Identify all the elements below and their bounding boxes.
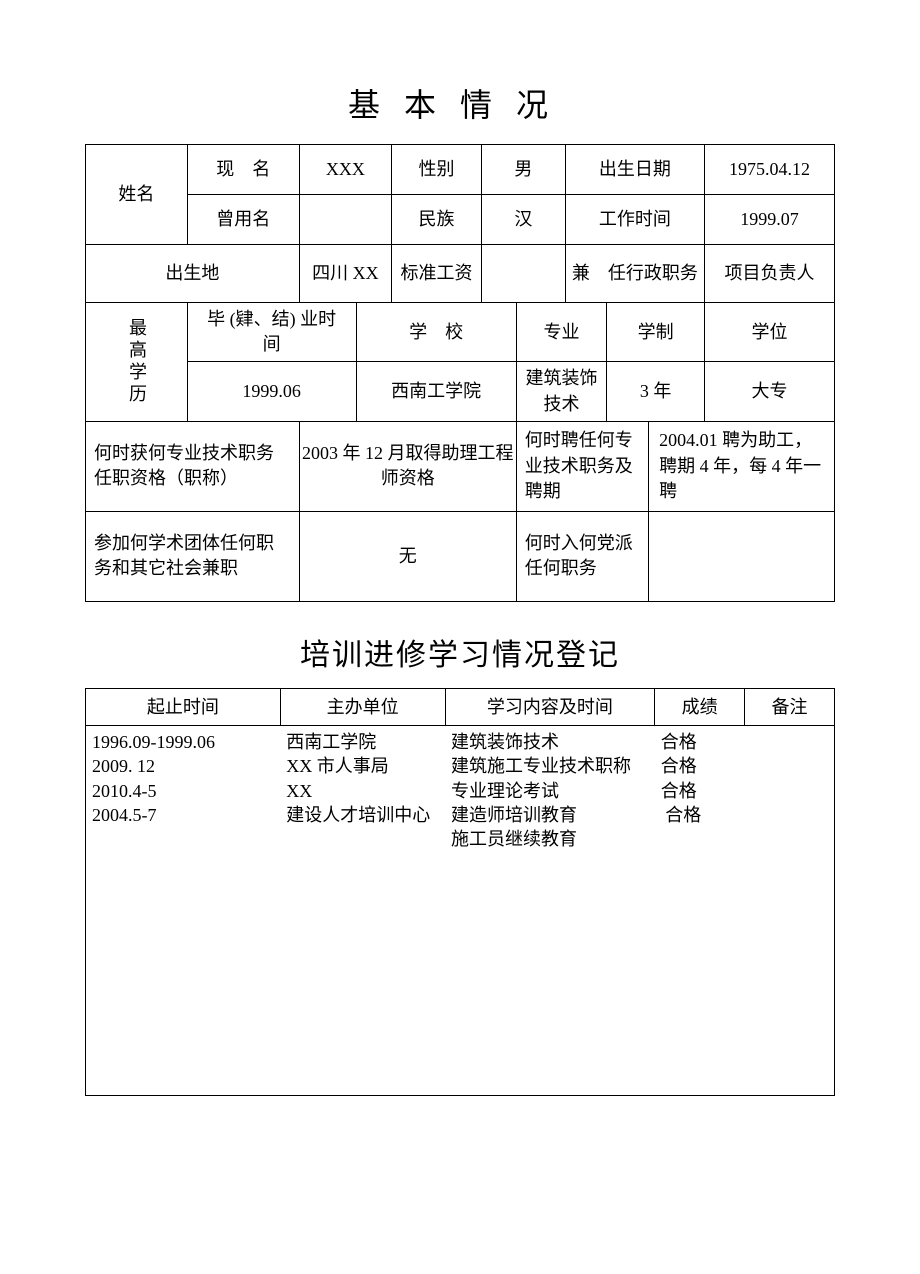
label-concurrent-post: 兼 任行政职务 xyxy=(565,245,704,303)
value-former-name xyxy=(299,195,391,245)
header-result: 成绩 xyxy=(655,688,745,725)
value-academic-org: 无 xyxy=(299,511,516,601)
label-party: 何时入何党派任何职务 xyxy=(516,511,648,601)
value-hired: 2004.01 聘为助工，聘期 4 年，每 4 年一聘 xyxy=(649,421,835,511)
table-row: 1999.06 西南工学院 建筑装饰技术 3 年 大专 xyxy=(86,362,835,421)
value-school: 西南工学院 xyxy=(356,362,516,421)
table-row: 出生地 四川 XX 标准工资 兼 任行政职务 项目负责人 xyxy=(86,245,835,303)
table-row: 曾用名 民族 汉 工作时间 1999.07 xyxy=(86,195,835,245)
value-party xyxy=(649,511,835,601)
table-row: 最高学历 毕 (肄、结) 业时 间 学 校 专业 学制 学位 xyxy=(86,303,835,362)
label-birthplace: 出生地 xyxy=(86,245,300,303)
label-school: 学 校 xyxy=(356,303,516,362)
document-page: 基本情况 姓名 现 名 XXX 性别 男 出生日期 1975.04.12 曾用名… xyxy=(0,0,920,1274)
value-current-name: XXX xyxy=(299,145,391,195)
header-org: 主办单位 xyxy=(280,688,445,725)
label-birth-date: 出生日期 xyxy=(565,145,704,195)
label-academic-org: 参加何学术团体任何职务和其它社会兼职 xyxy=(86,511,300,601)
label-gender: 性别 xyxy=(391,145,481,195)
table-row: 姓名 现 名 XXX 性别 男 出生日期 1975.04.12 xyxy=(86,145,835,195)
label-ethnicity: 民族 xyxy=(391,195,481,245)
basic-info-table: 姓名 现 名 XXX 性别 男 出生日期 1975.04.12 曾用名 民族 汉… xyxy=(85,144,835,602)
label-major: 专业 xyxy=(516,303,607,362)
value-concurrent-post: 项目负责人 xyxy=(704,245,834,303)
label-highest-education: 最高学历 xyxy=(86,303,188,422)
label-hired: 何时聘任何专业技术职务及聘期 xyxy=(516,421,648,511)
label-qualification: 何时获何专业技术职务任职资格（职称） xyxy=(86,421,300,511)
label-schooling-length: 学制 xyxy=(607,303,705,362)
training-col-org: 西南工学院XX 市人事局XX建设人才培训中心 xyxy=(280,726,445,1096)
value-gender: 男 xyxy=(482,145,566,195)
label-former-name: 曾用名 xyxy=(187,195,299,245)
value-birthplace: 四川 XX xyxy=(299,245,391,303)
section-title-basic: 基本情况 xyxy=(85,80,835,126)
training-col-period: 1996.09-1999.062009. 122010.4-52004.5-7 xyxy=(86,726,281,1096)
value-std-salary xyxy=(482,245,566,303)
table-body-row: 1996.09-1999.062009. 122010.4-52004.5-7 … xyxy=(86,726,835,1096)
value-work-start: 1999.07 xyxy=(704,195,834,245)
label-name: 姓名 xyxy=(86,145,188,245)
label-std-salary: 标准工资 xyxy=(391,245,481,303)
training-col-result: 合格合格合格 合格 xyxy=(655,726,745,1096)
label-current-name: 现 名 xyxy=(187,145,299,195)
value-schooling-length: 3 年 xyxy=(607,362,705,421)
value-major: 建筑装饰技术 xyxy=(516,362,607,421)
section-title-training: 培训进修学习情况登记 xyxy=(85,630,835,674)
training-col-remark xyxy=(745,726,835,1096)
header-period: 起止时间 xyxy=(86,688,281,725)
table-row: 参加何学术团体任何职务和其它社会兼职 无 何时入何党派任何职务 xyxy=(86,511,835,601)
value-degree: 大专 xyxy=(704,362,834,421)
label-grad-time: 毕 (肄、结) 业时 间 xyxy=(187,303,356,362)
table-header-row: 起止时间 主办单位 学习内容及时间 成绩 备注 xyxy=(86,688,835,725)
table-row: 何时获何专业技术职务任职资格（职称） 2003 年 12 月取得助理工程师资格 … xyxy=(86,421,835,511)
value-qualification: 2003 年 12 月取得助理工程师资格 xyxy=(299,421,516,511)
training-col-content: 建筑装饰技术建筑施工专业技术职称专业理论考试建造师培训教育施工员继续教育 xyxy=(445,726,655,1096)
label-work-start: 工作时间 xyxy=(565,195,704,245)
header-content: 学习内容及时间 xyxy=(445,688,655,725)
value-ethnicity: 汉 xyxy=(482,195,566,245)
header-remark: 备注 xyxy=(745,688,835,725)
value-grad-time: 1999.06 xyxy=(187,362,356,421)
value-birth-date: 1975.04.12 xyxy=(704,145,834,195)
training-table: 起止时间 主办单位 学习内容及时间 成绩 备注 1996.09-1999.062… xyxy=(85,688,835,1096)
label-degree: 学位 xyxy=(704,303,834,362)
